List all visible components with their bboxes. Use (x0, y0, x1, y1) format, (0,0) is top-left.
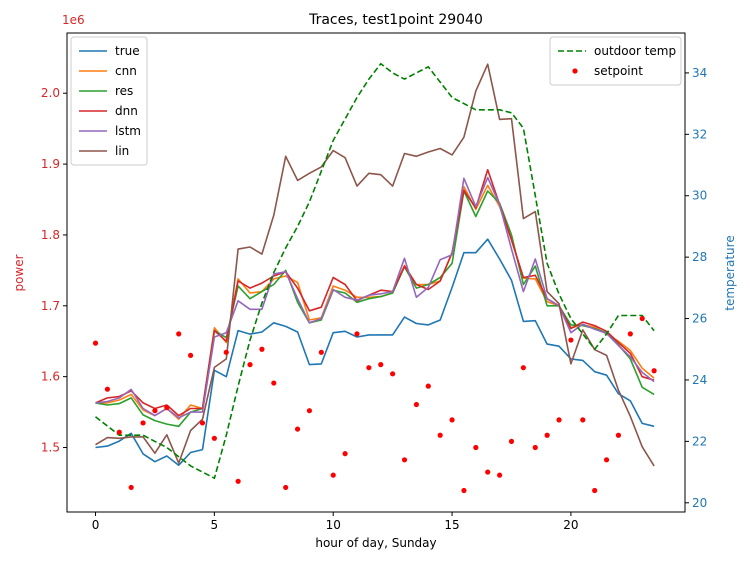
series-line-res (95, 190, 655, 428)
series-point-setpoint (425, 383, 431, 389)
right-tick-label: 26 (692, 312, 707, 326)
legend-label-dnn: dnn (115, 104, 138, 118)
series-point-setpoint (532, 444, 538, 451)
right-tick-label: 24 (692, 373, 707, 387)
legend-label-cnn: cnn (115, 64, 137, 78)
series-point-setpoint (497, 472, 503, 478)
series-point-setpoint (580, 417, 586, 423)
series-point-setpoint (615, 432, 622, 438)
series-line-true (95, 238, 655, 467)
series-point-setpoint (318, 349, 324, 355)
legend-label-outdoor-temp: outdoor temp (594, 44, 676, 58)
x-tick-label: 15 (444, 518, 459, 532)
series-point-setpoint (116, 429, 122, 435)
series-point-setpoint (520, 365, 526, 371)
right-tick-label: 22 (692, 434, 707, 448)
legend-left: true cnn res dnn lstm lin (70, 36, 148, 166)
series-point-setpoint (354, 331, 360, 337)
series-point-setpoint (199, 420, 206, 426)
series-point-setpoint (235, 478, 241, 484)
series-line-dnn (95, 169, 655, 417)
right-axis-label: temperature (723, 235, 737, 310)
left-tick-label: 1.9 (41, 157, 60, 171)
left-tick-label: 1.8 (41, 228, 60, 242)
series-point-setpoint (271, 380, 277, 386)
series-line-cnn (95, 184, 655, 421)
series-point-setpoint (413, 401, 420, 408)
series-point-setpoint (164, 405, 170, 411)
legend-right-box (549, 36, 682, 86)
series-point-setpoint (639, 315, 645, 322)
right-tick-label: 28 (692, 250, 707, 264)
x-tick-label: 0 (92, 518, 100, 532)
series-point-setpoint (508, 438, 515, 444)
legend-label-setpoint: setpoint (594, 64, 643, 78)
right-tick-label: 20 (692, 496, 707, 510)
x-axis-label: hour of day, Sunday (315, 536, 436, 550)
series-point-setpoint (342, 451, 348, 457)
series-point-setpoint (378, 362, 384, 368)
legend-left-box (70, 36, 148, 166)
x-tick-label: 5 (211, 518, 219, 532)
series-point-setpoint (449, 417, 455, 423)
legend-right: outdoor temp setpoint (549, 36, 682, 86)
x-tick-label: 10 (326, 518, 341, 532)
series-point-setpoint (473, 444, 479, 451)
plot-area: 0 5 10 15 20 1.5 1.6 1.7 1.8 1.9 2.0 20 22 24 26 28 30 32… (41, 32, 707, 532)
series-point-setpoint (556, 417, 562, 423)
series-point-setpoint (104, 386, 111, 392)
series-point-setpoint (651, 368, 657, 374)
left-tick-label: 1.7 (41, 299, 60, 313)
legend-label-lstm: lstm (115, 124, 141, 138)
series-point-setpoint (401, 457, 408, 463)
left-axis-offset-text: 1e6 (62, 13, 85, 27)
series-point-setpoint (152, 408, 158, 414)
plot-frame (66, 32, 686, 513)
series-point-setpoint (294, 426, 301, 432)
series-point-setpoint (247, 362, 253, 368)
series-point-setpoint (223, 349, 229, 355)
right-tick-label: 32 (692, 127, 707, 141)
series-point-setpoint (283, 484, 289, 491)
chart-title: Traces, test1point 29040 (308, 12, 483, 28)
series-point-setpoint (188, 352, 194, 359)
series-point-setpoint (592, 487, 598, 494)
right-tick-label: 34 (692, 66, 707, 80)
x-tick-label: 20 (563, 518, 578, 532)
left-axis-label: power (12, 254, 26, 291)
legend-label-lin: lin (115, 144, 129, 158)
series-point-setpoint (306, 408, 313, 414)
series-point-setpoint (603, 457, 610, 463)
right-tick-label: 30 (692, 189, 707, 203)
series-point-setpoint (366, 365, 372, 371)
series-point-setpoint (128, 484, 134, 491)
series-point-setpoint (140, 420, 146, 426)
legend-label-res: res (115, 84, 133, 98)
series-point-setpoint (390, 371, 396, 377)
series-line-lin (95, 63, 655, 467)
legend-marker-setpoint (572, 68, 578, 74)
legend-label-true: true (115, 44, 140, 58)
series-point-setpoint (176, 331, 182, 337)
series-point-setpoint (259, 346, 265, 352)
series-point-setpoint (211, 435, 217, 441)
series-line-outdoor-temp (95, 62, 655, 480)
series-point-setpoint (92, 340, 99, 346)
series-point-setpoint (568, 337, 574, 343)
left-tick-label: 1.6 (41, 370, 60, 384)
series-point-setpoint (485, 469, 491, 475)
series-point-setpoint (461, 487, 467, 494)
series-point-setpoint (437, 432, 443, 438)
left-tick-label: 1.5 (41, 441, 60, 455)
series-point-setpoint (544, 432, 550, 438)
series-point-setpoint (627, 331, 633, 337)
series-point-setpoint (330, 472, 336, 478)
left-tick-label: 2.0 (41, 86, 60, 100)
